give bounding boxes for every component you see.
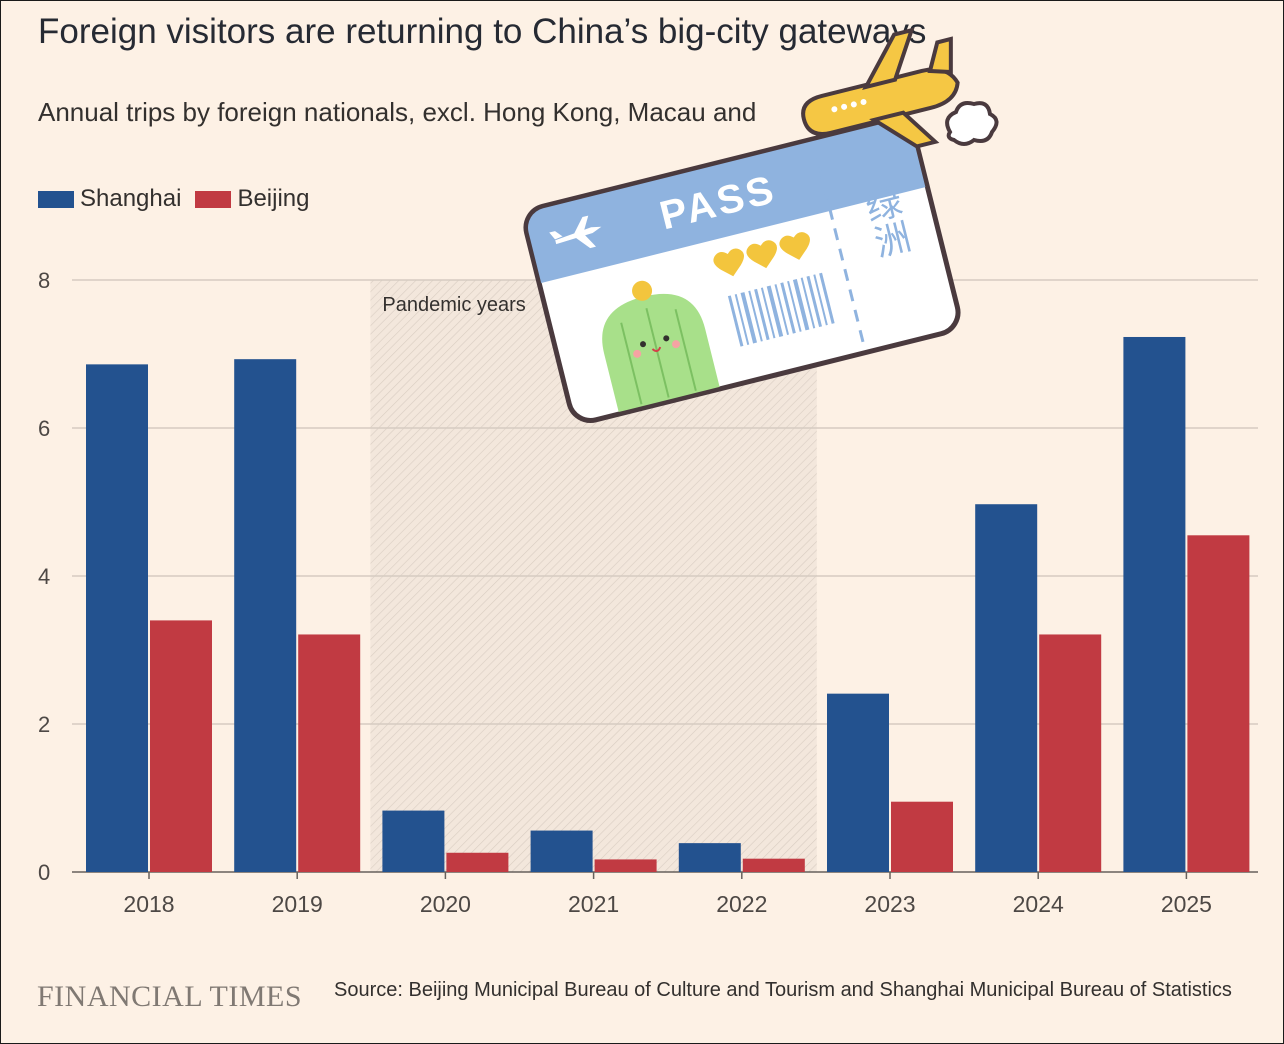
bar-shanghai-2024: [975, 504, 1038, 872]
y-tick-label: 6: [38, 416, 50, 441]
bar-beijing-2023: [891, 801, 953, 872]
bar-beijing-2019: [298, 634, 361, 872]
legend-item-shanghai: Shanghai: [38, 185, 181, 213]
y-tick-label: 2: [38, 712, 50, 737]
ticket-plane-icon: [549, 215, 602, 249]
y-tick-label: 8: [38, 268, 50, 293]
bar-shanghai-2018: [86, 364, 148, 872]
cactus-icon: [602, 280, 720, 413]
x-tick-label: 2021: [568, 891, 619, 917]
bar-beijing-2018: [150, 620, 212, 872]
legend-item-beijing: Beijing: [195, 185, 309, 213]
brand-logo: FINANCIAL TIMES: [37, 980, 303, 1013]
bar-shanghai-2022: [678, 843, 741, 872]
legend-swatch-shanghai: [38, 190, 74, 208]
y-tick-label: 0: [38, 860, 50, 885]
y-tick-label: 4: [38, 564, 50, 589]
pandemic-annotation: Pandemic years: [382, 294, 525, 316]
cloud-puff-icon: [945, 101, 999, 146]
x-tick-label: 2023: [864, 891, 915, 917]
legend-label-shanghai: Shanghai: [80, 185, 182, 212]
ticket-sticker: PASS: [523, 117, 961, 423]
chart-title: Foreign visitors are returning to China’…: [38, 12, 927, 51]
legend: Shanghai Beijing: [38, 185, 323, 213]
bar-shanghai-2023: [827, 693, 889, 872]
bar-beijing-2021: [594, 859, 657, 872]
x-tick-label: 2022: [716, 891, 767, 917]
legend-swatch-beijing: [195, 190, 232, 208]
barcode-icon: [727, 272, 835, 347]
x-tick-label: 2018: [123, 891, 174, 917]
x-tick-label: 2019: [272, 891, 323, 917]
x-tick-label: 2020: [420, 891, 471, 917]
source-note: Source: Beijing Municipal Bureau of Cult…: [334, 979, 1232, 1001]
bar-beijing-2024: [1039, 634, 1102, 872]
heart-icon: [713, 232, 810, 277]
legend-label-beijing: Beijing: [237, 185, 310, 212]
bar-shanghai-2020: [382, 810, 445, 872]
bar-beijing-2022: [742, 858, 805, 872]
x-tick-label: 2024: [1013, 891, 1064, 917]
bar-shanghai-2019: [234, 359, 297, 872]
chart-subtitle: Annual trips by foreign nationals, excl.…: [38, 97, 757, 127]
bar-beijing-2025: [1187, 535, 1250, 872]
x-tick-label: 2025: [1161, 891, 1212, 917]
bar-shanghai-2021: [530, 830, 593, 872]
bar-shanghai-2025: [1123, 336, 1186, 873]
bar-beijing-2020: [446, 852, 509, 872]
airplane-icon: [801, 27, 960, 149]
